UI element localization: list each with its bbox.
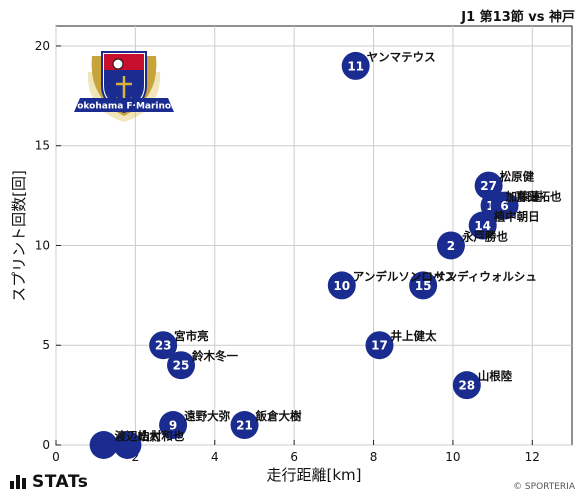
- data-point-marker: [327, 271, 356, 300]
- data-point-marker: [89, 431, 118, 459]
- data-point-number: 27: [480, 179, 497, 193]
- data-point-number: 17: [371, 339, 388, 353]
- data-point-number: 10: [333, 279, 350, 293]
- x-tick-label: 8: [370, 450, 378, 464]
- data-point-number: 11: [347, 59, 364, 73]
- data-point-marker: [230, 411, 259, 440]
- y-tick-label: 15: [35, 139, 50, 153]
- data-point-label: 山根陸: [478, 369, 513, 383]
- data-point-number: 2: [447, 239, 455, 253]
- data-point-number: 25: [173, 359, 190, 373]
- grid-lines: [55, 26, 572, 446]
- chart-title: J1 第13節 vs 神戸: [461, 10, 575, 25]
- data-point-number: 6: [500, 199, 508, 213]
- data-point-marker: [149, 331, 178, 360]
- x-tick-label: 4: [211, 450, 219, 464]
- y-tick-label: 20: [35, 39, 50, 53]
- data-point-marker: [452, 371, 481, 400]
- data-points: 1127166142101517232528921ヤンマテウス松原健加藤蓮喜田拓…: [89, 50, 562, 459]
- data-point-label: 遠野大弥: [184, 409, 230, 423]
- stats-logo-icon: [10, 475, 26, 489]
- data-point-number: 9: [169, 419, 177, 433]
- data-point-marker: [113, 431, 142, 459]
- y-tick-label: 5: [42, 338, 50, 352]
- data-point-marker: [365, 331, 394, 360]
- x-tick-label: 2: [132, 450, 140, 464]
- brand-label: STATs: [32, 472, 89, 492]
- y-tick-label: 0: [42, 438, 50, 452]
- data-point-label: 松原健: [500, 170, 535, 184]
- data-point-marker: [159, 411, 188, 440]
- data-point-label: 鈴木冬一: [192, 349, 238, 363]
- data-point-number: 15: [415, 279, 432, 293]
- x-tick-label: 12: [525, 450, 540, 464]
- point-labels: ヤンマテウス松原健加藤蓮喜田拓也植中朝日永戸勝也アンデルソンロペスサンディウォル…: [115, 50, 562, 443]
- y-axis-label: スプリント回数[回]: [10, 170, 28, 302]
- x-tick-label: 0: [52, 450, 60, 464]
- stats-brand: STATs: [10, 472, 88, 492]
- data-point-marker: [167, 351, 196, 380]
- data-point-label: 山村和也: [138, 429, 184, 443]
- data-point-label: 飯倉大樹: [255, 409, 302, 423]
- x-axis-label: 走行距離[km]: [266, 466, 361, 484]
- data-point-label: 渡辺皓太: [115, 429, 161, 443]
- axis-ticks: 0 2 4 6 8 10 12 0 5 10 15 20: [35, 39, 540, 464]
- data-point-marker: [468, 211, 497, 240]
- data-point-number: 21: [236, 419, 253, 433]
- data-point-label: ヤンマテウス: [367, 50, 436, 64]
- data-point-number: 14: [474, 219, 491, 233]
- data-point-label: 加藤蓮: [505, 190, 541, 204]
- team-crest-text: Yokohama F·Marinos: [71, 102, 177, 112]
- data-point-label: 宮市亮: [174, 329, 209, 343]
- data-point-label: 喜田拓也: [516, 190, 562, 204]
- data-point-label: 井上健太: [390, 329, 436, 343]
- y-tick-label: 10: [35, 238, 50, 252]
- data-point-marker: [490, 191, 519, 220]
- credit-text: © SPORTERIA: [513, 482, 575, 492]
- data-point-number: 23: [155, 339, 172, 353]
- x-tick-label: 6: [290, 450, 298, 464]
- data-point-label: アンデルソンロペス: [353, 269, 456, 283]
- team-crest-logo: Yokohama F·Marinos: [71, 51, 177, 122]
- data-point-marker: [436, 231, 465, 260]
- data-point-number: 28: [458, 379, 475, 393]
- data-point-marker: [409, 271, 438, 300]
- data-point-label: 植中朝日: [493, 210, 540, 224]
- data-point-label: 永戸勝也: [461, 229, 508, 243]
- data-point-label: サンディウォルシュ: [434, 269, 537, 283]
- data-point-marker: [341, 51, 370, 80]
- x-tick-label: 10: [445, 450, 460, 464]
